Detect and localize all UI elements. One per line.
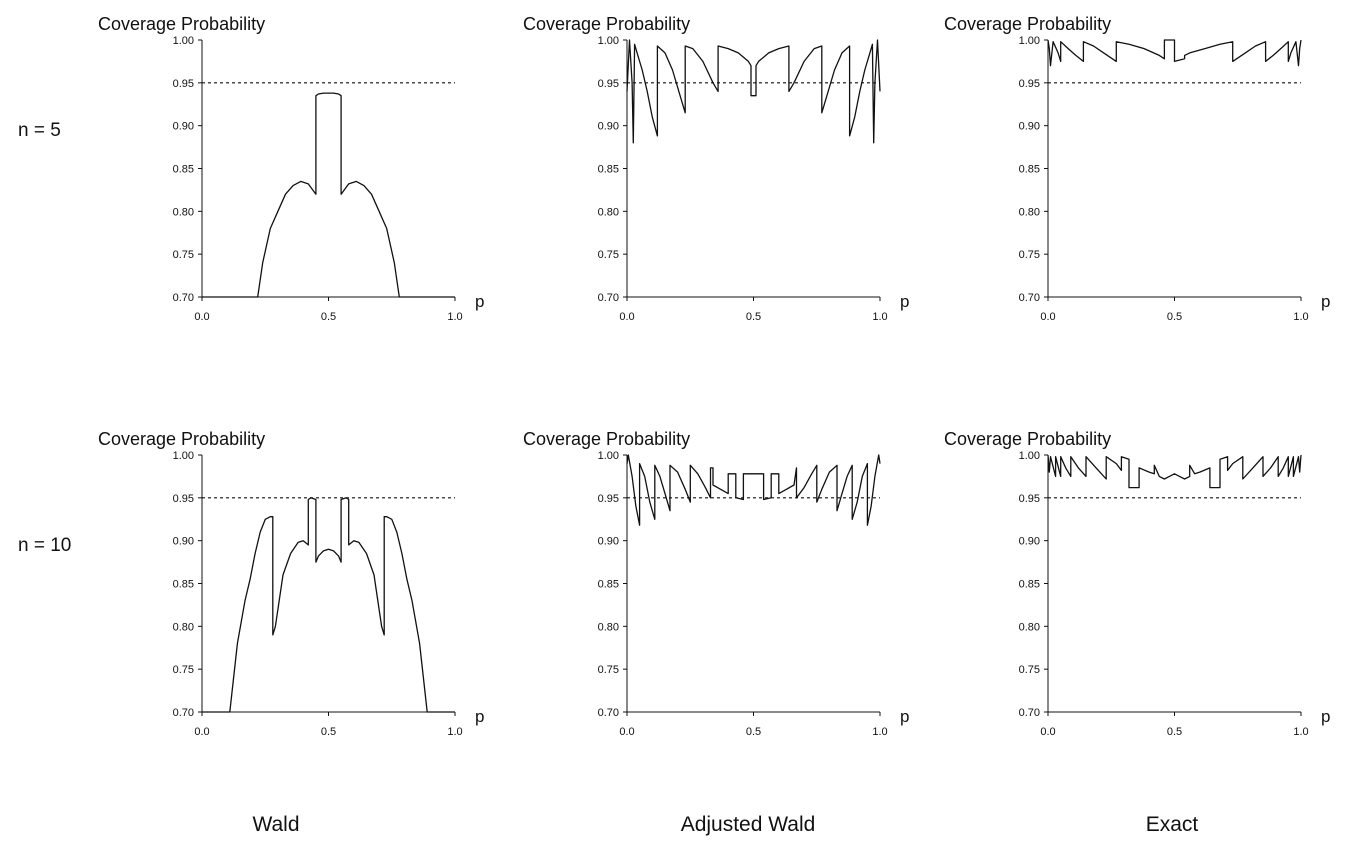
y-tick-label: 1.00	[173, 35, 194, 47]
x-tick-label: 0.0	[1040, 311, 1055, 323]
y-tick-label: 0.95	[598, 78, 619, 90]
y-tick-label: 0.90	[598, 536, 619, 548]
y-tick-label: 0.80	[1019, 206, 1040, 218]
y-tick-label: 0.75	[173, 664, 194, 676]
x-tick-label: 0.5	[746, 311, 761, 323]
y-tick-label: 0.80	[598, 621, 619, 633]
y-tick-label: 0.85	[598, 164, 619, 176]
row-label-n10: n = 10	[18, 535, 72, 556]
y-tick-label: 0.85	[1019, 164, 1040, 176]
x-tick-label: 0.0	[619, 726, 634, 738]
x-tick-label: 0.0	[1040, 726, 1055, 738]
y-tick-label: 0.75	[1019, 249, 1040, 261]
y-axis-title: Coverage Probability	[523, 429, 690, 449]
y-tick-label: 0.85	[173, 579, 194, 591]
y-tick-label: 0.75	[173, 249, 194, 261]
y-tick-label: 0.70	[173, 707, 194, 719]
y-tick-label: 0.95	[1019, 78, 1040, 90]
x-axis-title: p	[1321, 707, 1330, 726]
x-axis-title: p	[900, 707, 909, 726]
x-tick-label: 0.5	[321, 311, 336, 323]
y-tick-label: 1.00	[598, 35, 619, 47]
x-tick-label: 1.0	[447, 311, 462, 323]
coverage-line	[202, 92, 455, 298]
y-tick-label: 1.00	[173, 450, 194, 462]
y-tick-label: 0.75	[598, 249, 619, 261]
x-tick-label: 0.5	[1167, 311, 1182, 323]
x-tick-label: 1.0	[872, 311, 887, 323]
x-tick-label: 0.0	[194, 726, 209, 738]
y-tick-label: 0.95	[173, 78, 194, 90]
y-tick-label: 0.90	[1019, 536, 1040, 548]
y-axis-title: Coverage Probability	[523, 14, 690, 34]
x-tick-label: 1.0	[447, 726, 462, 738]
x-axis-title: p	[900, 292, 909, 311]
x-tick-label: 0.0	[194, 311, 209, 323]
x-tick-label: 0.0	[619, 311, 634, 323]
y-tick-label: 0.90	[173, 121, 194, 133]
y-tick-label: 0.95	[598, 493, 619, 505]
y-tick-label: 0.80	[1019, 621, 1040, 633]
y-tick-label: 1.00	[598, 450, 619, 462]
y-axis-title: Coverage Probability	[944, 429, 1111, 449]
y-tick-label: 0.90	[598, 121, 619, 133]
coverage-line	[626, 454, 881, 526]
y-tick-label: 0.70	[1019, 707, 1040, 719]
y-axis-title: Coverage Probability	[98, 14, 265, 34]
y-tick-label: 0.90	[1019, 121, 1040, 133]
y-axis-title: Coverage Probability	[98, 429, 265, 449]
y-tick-label: 0.70	[598, 292, 619, 304]
y-tick-label: 0.80	[173, 206, 194, 218]
x-tick-label: 0.5	[321, 726, 336, 738]
y-tick-label: 0.75	[1019, 664, 1040, 676]
y-tick-label: 0.80	[598, 206, 619, 218]
y-tick-label: 0.95	[1019, 493, 1040, 505]
x-tick-label: 1.0	[872, 726, 887, 738]
column-label-exact: Exact	[1145, 813, 1199, 836]
x-tick-label: 1.0	[1293, 726, 1308, 738]
column-label-adjusted-wald: Adjusted Wald	[680, 813, 816, 836]
y-tick-label: 0.75	[598, 664, 619, 676]
y-tick-label: 0.85	[598, 579, 619, 591]
x-tick-label: 1.0	[1293, 311, 1308, 323]
coverage-line	[1047, 39, 1302, 67]
y-axis-title: Coverage Probability	[944, 14, 1111, 34]
y-tick-label: 0.70	[173, 292, 194, 304]
coverage-line	[1047, 454, 1302, 489]
row-label-n5: n = 5	[18, 120, 61, 141]
y-tick-label: 0.70	[598, 707, 619, 719]
y-tick-label: 1.00	[1019, 450, 1040, 462]
y-tick-label: 0.85	[1019, 579, 1040, 591]
x-axis-title: p	[475, 292, 484, 311]
x-axis-title: p	[475, 707, 484, 726]
y-tick-label: 0.90	[173, 536, 194, 548]
coverage-line	[626, 39, 881, 144]
y-tick-label: 0.80	[173, 621, 194, 633]
coverage-line	[202, 497, 455, 713]
y-tick-label: 1.00	[1019, 35, 1040, 47]
y-tick-label: 0.70	[1019, 292, 1040, 304]
x-tick-label: 0.5	[746, 726, 761, 738]
y-tick-label: 0.85	[173, 164, 194, 176]
y-tick-label: 0.95	[173, 493, 194, 505]
x-tick-label: 0.5	[1167, 726, 1182, 738]
x-axis-title: p	[1321, 292, 1330, 311]
column-label-wald: Wald	[252, 813, 300, 836]
